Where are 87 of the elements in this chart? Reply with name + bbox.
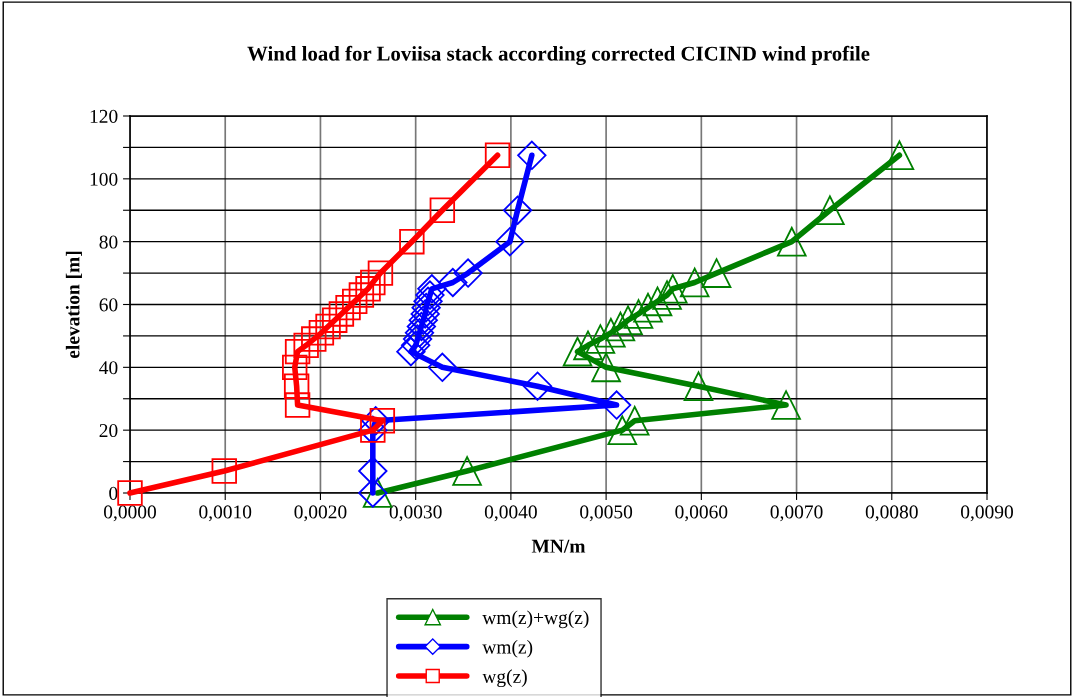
x-tick-label: 0,0010 <box>199 505 252 522</box>
x-tick-label: 0,0020 <box>294 505 347 522</box>
point <box>402 324 433 354</box>
point <box>284 392 311 418</box>
point <box>562 336 593 367</box>
chart-title: Wind load for Loviisa stack according corrected CICIND wind profile <box>247 45 870 66</box>
point <box>315 313 341 340</box>
point <box>517 140 547 170</box>
point <box>585 324 616 354</box>
x-tick-label: 0,0080 <box>865 505 918 522</box>
x-tick-label: 0,0090 <box>961 505 1013 522</box>
point <box>771 390 801 420</box>
y-tick-label: 20 <box>99 423 118 438</box>
point <box>484 142 511 168</box>
point <box>293 332 319 359</box>
point <box>406 311 437 342</box>
legend-label: wg(z) <box>482 669 527 688</box>
point <box>358 456 388 486</box>
point <box>657 273 688 304</box>
point <box>413 286 443 317</box>
point <box>411 292 441 323</box>
point <box>613 305 643 336</box>
x-tick-label: 0,0070 <box>770 505 823 522</box>
point <box>301 326 327 352</box>
point <box>607 415 638 445</box>
point <box>284 338 311 365</box>
point <box>502 195 533 225</box>
point <box>591 352 621 383</box>
point <box>360 269 386 296</box>
x-tick-label: 0,0000 <box>104 505 156 522</box>
point <box>596 317 626 348</box>
point <box>619 405 650 436</box>
y-axis-title: elevation [m] <box>65 251 82 359</box>
y-tick-label: 60 <box>99 298 118 312</box>
point <box>401 330 431 360</box>
point <box>679 267 710 298</box>
point <box>342 288 368 315</box>
y-tick-label: 40 <box>99 361 118 375</box>
point <box>495 227 525 257</box>
point <box>427 352 457 382</box>
point <box>884 140 915 171</box>
x-tick-label: 0,0040 <box>484 505 537 522</box>
point <box>522 371 553 401</box>
point <box>348 282 375 308</box>
point <box>211 458 237 484</box>
point <box>369 408 396 434</box>
x-tick-label: 0,0030 <box>389 505 442 522</box>
point <box>453 258 483 288</box>
y-tick-label: 120 <box>90 109 118 123</box>
point <box>438 267 468 298</box>
point <box>335 294 361 321</box>
point <box>683 371 714 401</box>
point <box>408 305 438 335</box>
point <box>777 226 807 257</box>
point <box>633 292 663 323</box>
point <box>367 260 394 286</box>
point <box>308 320 335 346</box>
point <box>282 354 308 381</box>
point <box>399 228 425 255</box>
point <box>410 299 440 329</box>
y-tick-label: 100 <box>90 172 118 186</box>
point <box>642 286 673 317</box>
point <box>322 307 348 333</box>
point <box>573 330 603 361</box>
y-tick-label: 80 <box>99 235 118 249</box>
point <box>361 406 391 436</box>
point <box>283 373 310 399</box>
legend-label: wm(z) <box>482 639 533 658</box>
point <box>396 336 426 367</box>
point <box>328 301 355 327</box>
point <box>415 280 445 310</box>
point <box>452 456 482 486</box>
point <box>417 274 447 304</box>
point <box>404 318 435 348</box>
point <box>815 195 845 226</box>
point <box>623 299 654 329</box>
point <box>701 258 732 288</box>
x-axis-title: MN/m <box>531 539 586 553</box>
point <box>605 311 636 342</box>
x-tick-label: 0,0060 <box>675 505 728 522</box>
point <box>601 390 632 420</box>
point <box>117 480 143 506</box>
point <box>355 276 381 302</box>
point <box>429 197 456 223</box>
x-tick-label: 0,0050 <box>580 505 633 522</box>
legend-label: wm(z)+wg(z) <box>482 610 589 629</box>
point <box>652 280 682 310</box>
